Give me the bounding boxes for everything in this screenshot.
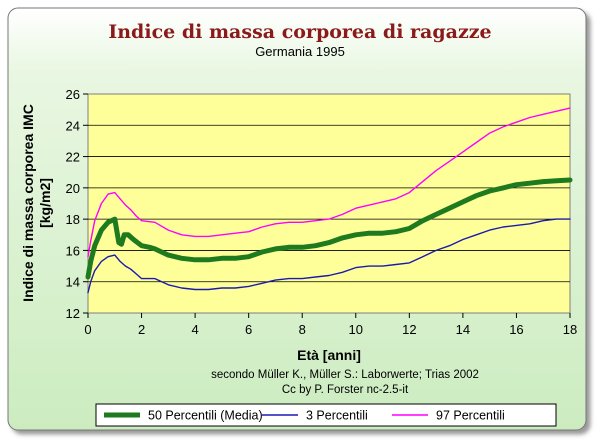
x-tick-label: 0 bbox=[84, 322, 91, 337]
y-tick-label: 16 bbox=[66, 243, 80, 258]
y-tick-label: 26 bbox=[66, 87, 80, 102]
credit-license: Cc by P. Forster nc-2.5-it bbox=[282, 384, 409, 396]
chart-title: Indice di massa corporea di ragazze bbox=[108, 21, 491, 43]
legend-label-3: 97 Percentili bbox=[436, 409, 505, 423]
legend: 50 Percentili (Media) 3 Percentili 97 Perc… bbox=[104, 409, 505, 423]
y-axis-ticks: 12 14 16 18 20 22 24 26 bbox=[66, 87, 88, 321]
x-tick-label: 12 bbox=[402, 322, 416, 337]
x-tick-label: 8 bbox=[299, 322, 306, 337]
legend-label-1: 50 Percentili (Media) bbox=[148, 409, 263, 423]
series-line-1 bbox=[85, 177, 573, 280]
x-tick-label: 10 bbox=[349, 322, 363, 337]
x-tick-label: 6 bbox=[245, 322, 252, 337]
series-line-3 bbox=[87, 107, 571, 258]
x-tick-label: 18 bbox=[563, 322, 577, 337]
series-line-2 bbox=[87, 218, 571, 294]
y-axis-label: Indice di massa corporea IMC bbox=[20, 104, 36, 302]
y-tick-label: 22 bbox=[66, 150, 80, 165]
x-axis-ticks: 0 2 4 6 8 10 12 14 16 18 bbox=[84, 313, 577, 337]
y-tick-label: 24 bbox=[66, 118, 80, 133]
x-tick-label: 16 bbox=[509, 322, 523, 337]
x-tick-label: 14 bbox=[456, 322, 470, 337]
legend-box bbox=[95, 403, 557, 427]
credit-source: secondo Müller K., Müller S.: Laborwerte… bbox=[211, 369, 479, 381]
x-tick-label: 4 bbox=[191, 322, 198, 337]
plot-area bbox=[87, 93, 571, 314]
series-lines bbox=[85, 107, 573, 294]
y-tick-label: 18 bbox=[66, 212, 80, 227]
y-axis-unit: [kg/m2] bbox=[37, 178, 53, 228]
x-axis-label: Età [anni] bbox=[297, 347, 361, 363]
legend-label-2: 3 Percentili bbox=[306, 409, 368, 423]
y-tick-label: 14 bbox=[66, 275, 80, 290]
x-tick-label: 2 bbox=[138, 322, 145, 337]
y-tick-label: 20 bbox=[66, 181, 80, 196]
y-tick-label: 12 bbox=[66, 306, 80, 321]
chart-subtitle: Germania 1995 bbox=[255, 44, 345, 59]
